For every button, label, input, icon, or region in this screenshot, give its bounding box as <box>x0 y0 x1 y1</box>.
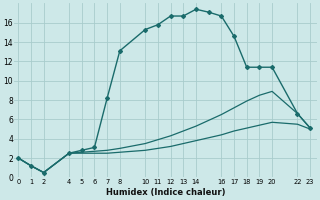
X-axis label: Humidex (Indice chaleur): Humidex (Indice chaleur) <box>106 188 225 197</box>
